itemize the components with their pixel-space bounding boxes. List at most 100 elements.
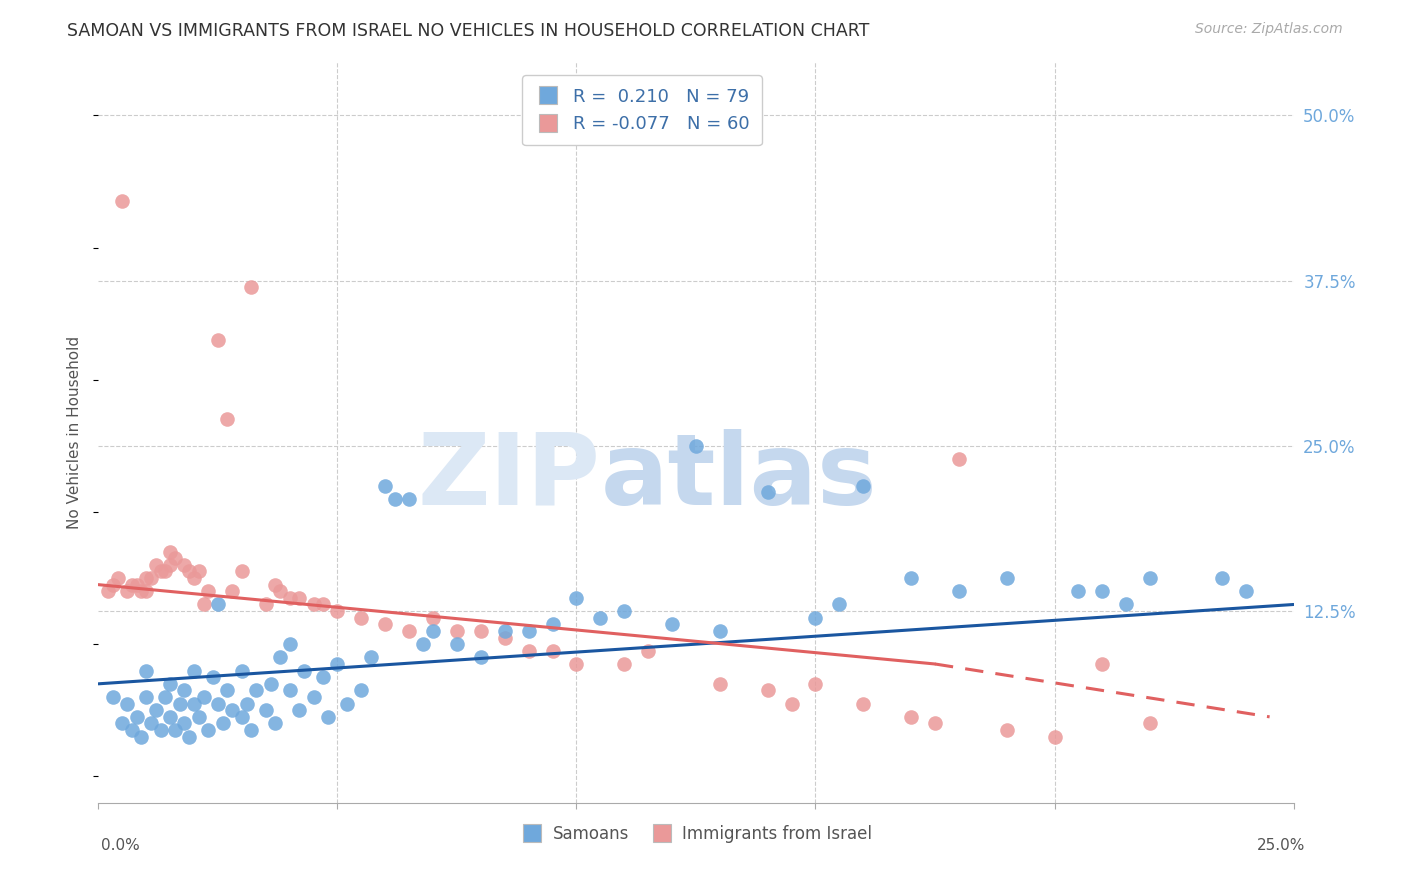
Point (159, 677, 181, 691)
Point (145, 703, 167, 717)
Point (900, 710, 922, 724)
Point (217, 683, 239, 698)
Point (254, 703, 277, 717)
Point (1211, 571, 1233, 585)
Point (398, 491, 420, 506)
Point (107, 571, 129, 585)
Point (197, 723, 219, 737)
Point (101, 577, 124, 591)
Point (326, 604, 349, 618)
Point (187, 565, 209, 579)
Point (207, 333, 229, 347)
Point (202, 670, 225, 684)
Point (240, 723, 263, 737)
Point (278, 591, 301, 605)
Text: Source: ZipAtlas.com: Source: ZipAtlas.com (1195, 22, 1343, 37)
Point (804, 677, 827, 691)
Point (207, 598, 229, 612)
Point (135, 571, 157, 585)
Point (101, 690, 124, 704)
Point (125, 577, 148, 591)
Point (312, 598, 335, 612)
Point (288, 591, 311, 605)
Point (173, 558, 195, 572)
Point (470, 624, 492, 638)
Point (197, 584, 219, 599)
Legend: Samoans, Immigrants from Israel: Samoans, Immigrants from Israel (513, 819, 879, 850)
Point (264, 716, 287, 731)
Point (135, 664, 157, 678)
Point (269, 584, 291, 599)
Point (111, 194, 134, 209)
Point (235, 697, 257, 711)
Point (1139, 716, 1161, 731)
Point (995, 571, 1018, 585)
Point (121, 577, 143, 591)
Point (422, 624, 444, 638)
Point (179, 565, 201, 579)
Point (350, 683, 373, 698)
Point (422, 611, 444, 625)
Point (221, 584, 243, 599)
Point (288, 703, 311, 717)
Point (121, 723, 143, 737)
Point (193, 690, 215, 704)
Point (163, 723, 186, 737)
Point (163, 551, 186, 566)
Point (517, 644, 540, 658)
Point (1115, 598, 1137, 612)
Point (565, 657, 588, 671)
Point (139, 571, 162, 585)
Y-axis label: No Vehicles in Household: No Vehicles in Household (67, 336, 83, 529)
Point (412, 637, 434, 651)
Point (149, 723, 172, 737)
Point (852, 697, 875, 711)
Point (852, 478, 875, 492)
Point (145, 558, 167, 572)
Point (780, 697, 803, 711)
Point (159, 544, 181, 558)
Text: 0.0%: 0.0% (101, 838, 141, 853)
Point (446, 637, 468, 651)
Point (374, 478, 396, 492)
Text: 25.0%: 25.0% (1257, 838, 1305, 853)
Point (207, 697, 229, 711)
Point (756, 683, 779, 698)
Point (254, 598, 277, 612)
Point (384, 491, 406, 506)
Text: ZIP: ZIP (418, 428, 600, 525)
Point (350, 611, 373, 625)
Point (541, 644, 564, 658)
Point (446, 624, 468, 638)
Point (541, 617, 564, 632)
Point (155, 565, 177, 579)
Point (221, 703, 243, 717)
Point (804, 611, 827, 625)
Point (326, 657, 349, 671)
Point (637, 644, 659, 658)
Point (360, 650, 382, 665)
Point (565, 591, 588, 605)
Point (1043, 730, 1066, 744)
Point (264, 577, 287, 591)
Point (217, 412, 239, 426)
Point (398, 624, 420, 638)
Point (135, 584, 157, 599)
Point (470, 650, 492, 665)
Point (316, 710, 339, 724)
Point (1234, 584, 1257, 599)
Text: SAMOAN VS IMMIGRANTS FROM ISRAEL NO VEHICLES IN HOUSEHOLD CORRELATION CHART: SAMOAN VS IMMIGRANTS FROM ISRAEL NO VEHI… (67, 22, 870, 40)
Point (135, 690, 157, 704)
Point (139, 716, 162, 731)
Point (183, 697, 205, 711)
Point (756, 485, 779, 500)
Point (278, 637, 301, 651)
Point (173, 716, 195, 731)
Point (115, 697, 138, 711)
Point (302, 598, 325, 612)
Point (173, 683, 195, 698)
Point (661, 617, 683, 632)
Point (517, 624, 540, 638)
Point (494, 624, 516, 638)
Point (292, 664, 315, 678)
